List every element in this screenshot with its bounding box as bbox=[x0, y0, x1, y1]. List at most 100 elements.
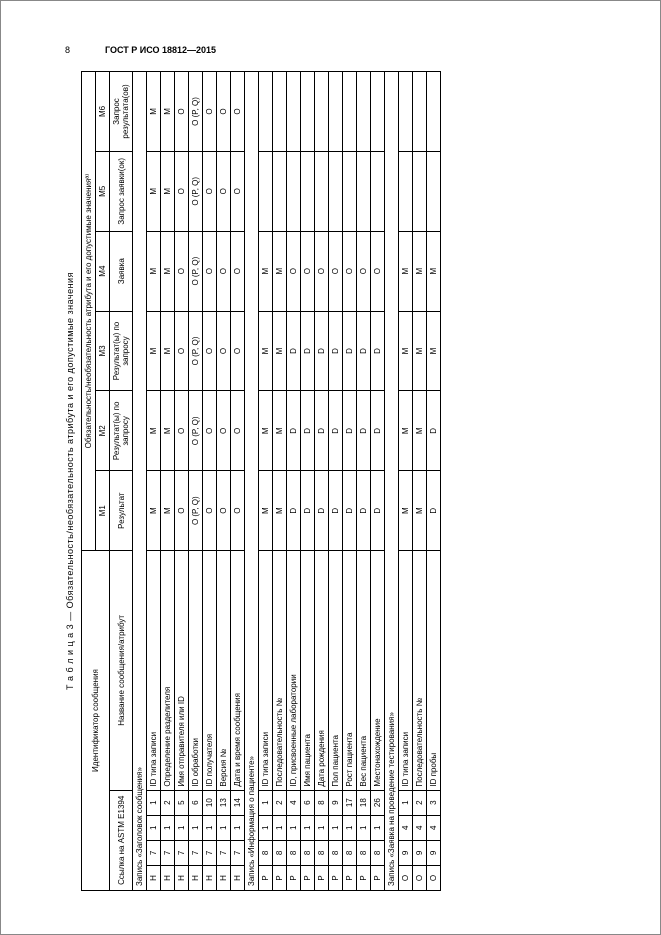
cell-name: Последовательность № bbox=[273, 551, 287, 791]
cell-m5 bbox=[399, 151, 413, 231]
cell-m5: O bbox=[175, 151, 189, 231]
cell-m5 bbox=[329, 151, 343, 231]
cell-d: 1 bbox=[399, 790, 413, 815]
cell-m4: M bbox=[161, 231, 175, 311]
cell-m1: D bbox=[315, 471, 329, 551]
cell-a: P bbox=[343, 865, 357, 890]
cell-d: 9 bbox=[329, 790, 343, 815]
section-title-row: Запись «Заголовок сообщения» bbox=[133, 72, 147, 891]
cell-c: 4 bbox=[427, 815, 441, 840]
cell-a: P bbox=[273, 865, 287, 890]
cell-m4: O bbox=[203, 231, 217, 311]
table-row: H716ID обработкиO (P, Q)O (P, Q)O (P, Q)… bbox=[189, 72, 203, 891]
cell-a: H bbox=[147, 865, 161, 890]
cell-name: Последовательность № bbox=[413, 551, 427, 791]
table-row: P812Последовательность №MMMM bbox=[273, 72, 287, 891]
cell-name: Имя отправителя или ID bbox=[175, 551, 189, 791]
th-m3: M3 bbox=[96, 311, 110, 391]
cell-a: P bbox=[329, 865, 343, 890]
table-head: Идентификатор сообщения Обязательность/н… bbox=[82, 72, 133, 891]
cell-c: 1 bbox=[189, 815, 203, 840]
cell-m1: D bbox=[287, 471, 301, 551]
cell-m6 bbox=[315, 72, 329, 152]
cell-m6 bbox=[273, 72, 287, 152]
cell-m4: O bbox=[357, 231, 371, 311]
cell-m1: O bbox=[175, 471, 189, 551]
cell-a: H bbox=[203, 865, 217, 890]
cell-b: 8 bbox=[315, 840, 329, 865]
cell-m1: D bbox=[329, 471, 343, 551]
cell-m5: O bbox=[203, 151, 217, 231]
table-row: O943ID пробыDDMM bbox=[427, 72, 441, 891]
cell-m5 bbox=[273, 151, 287, 231]
cell-m2: M bbox=[259, 391, 273, 471]
table-row: P818Дата рожденияDDDO bbox=[315, 72, 329, 891]
cell-m6 bbox=[259, 72, 273, 152]
cell-m4: O bbox=[343, 231, 357, 311]
cell-m1: D bbox=[343, 471, 357, 551]
cell-m4: M bbox=[413, 231, 427, 311]
section-title-cell: Запись «Заголовок сообщения» bbox=[133, 72, 147, 891]
cell-m6: O (P, Q) bbox=[189, 72, 203, 152]
cell-m5: M bbox=[161, 151, 175, 231]
cell-m5: O bbox=[217, 151, 231, 231]
cell-name: ID типа записи bbox=[147, 551, 161, 791]
th-m4: M4 bbox=[96, 231, 110, 311]
cell-name: Пол пациента bbox=[329, 551, 343, 791]
th-m5: M5 bbox=[96, 151, 110, 231]
cell-c: 1 bbox=[287, 815, 301, 840]
th-m2s: Результат(ы) по запросу bbox=[110, 391, 133, 471]
cell-m5 bbox=[287, 151, 301, 231]
cell-m3: O bbox=[175, 311, 189, 391]
cell-m3: D bbox=[343, 311, 357, 391]
cell-m1: M bbox=[147, 471, 161, 551]
table-row: P814ID, присвоенные лабораторииDDDO bbox=[287, 72, 301, 891]
cell-b: 7 bbox=[231, 840, 245, 865]
th-m5s: Запрос заявки(ок) bbox=[110, 151, 133, 231]
cell-m5 bbox=[371, 151, 385, 231]
cell-d: 2 bbox=[413, 790, 427, 815]
table-row: P8126МестонахождениеDDDO bbox=[371, 72, 385, 891]
cell-b: 7 bbox=[161, 840, 175, 865]
cell-d: 13 bbox=[217, 790, 231, 815]
cell-m6 bbox=[343, 72, 357, 152]
cell-c: 1 bbox=[357, 815, 371, 840]
cell-a: P bbox=[259, 865, 273, 890]
cell-b: 7 bbox=[217, 840, 231, 865]
cell-c: 1 bbox=[259, 815, 273, 840]
cell-d: 10 bbox=[203, 790, 217, 815]
cell-name: Рост пациента bbox=[343, 551, 357, 791]
cell-m2: M bbox=[161, 391, 175, 471]
th-msg-name: Название сообщения/атрибут bbox=[110, 551, 133, 791]
th-m4s: Заявка bbox=[110, 231, 133, 311]
cell-d: 6 bbox=[189, 790, 203, 815]
cell-c: 4 bbox=[399, 815, 413, 840]
cell-m6 bbox=[399, 72, 413, 152]
cell-b: 8 bbox=[357, 840, 371, 865]
cell-m3: O bbox=[231, 311, 245, 391]
cell-m2: M bbox=[399, 391, 413, 471]
cell-m5: O bbox=[231, 151, 245, 231]
cell-m1: D bbox=[357, 471, 371, 551]
cell-m4: M bbox=[273, 231, 287, 311]
document-code: ГОСТ Р ИСО 18812—2015 bbox=[105, 45, 216, 55]
cell-m2: D bbox=[357, 391, 371, 471]
cell-d: 17 bbox=[343, 790, 357, 815]
cell-m2: M bbox=[273, 391, 287, 471]
cell-a: P bbox=[357, 865, 371, 890]
table-caption: Т а б л и ц а 3 — Обязательность/необяза… bbox=[65, 71, 75, 891]
cell-m2: D bbox=[427, 391, 441, 471]
cell-m5 bbox=[427, 151, 441, 231]
cell-name: Дата рождения bbox=[315, 551, 329, 791]
cell-m6 bbox=[413, 72, 427, 152]
cell-m4: O bbox=[217, 231, 231, 311]
table-body: Запись «Заголовок сообщения»H711ID типа … bbox=[133, 72, 441, 891]
cell-m5 bbox=[315, 151, 329, 231]
rotated-table-container: Т а б л и ц а 3 — Обязательность/необяза… bbox=[65, 71, 615, 891]
cell-a: O bbox=[399, 865, 413, 890]
cell-a: H bbox=[217, 865, 231, 890]
section-title-row: Запись «Информация о пациенте» bbox=[245, 72, 259, 891]
cell-m1: M bbox=[161, 471, 175, 551]
cell-m5 bbox=[343, 151, 357, 231]
cell-m4: O bbox=[287, 231, 301, 311]
